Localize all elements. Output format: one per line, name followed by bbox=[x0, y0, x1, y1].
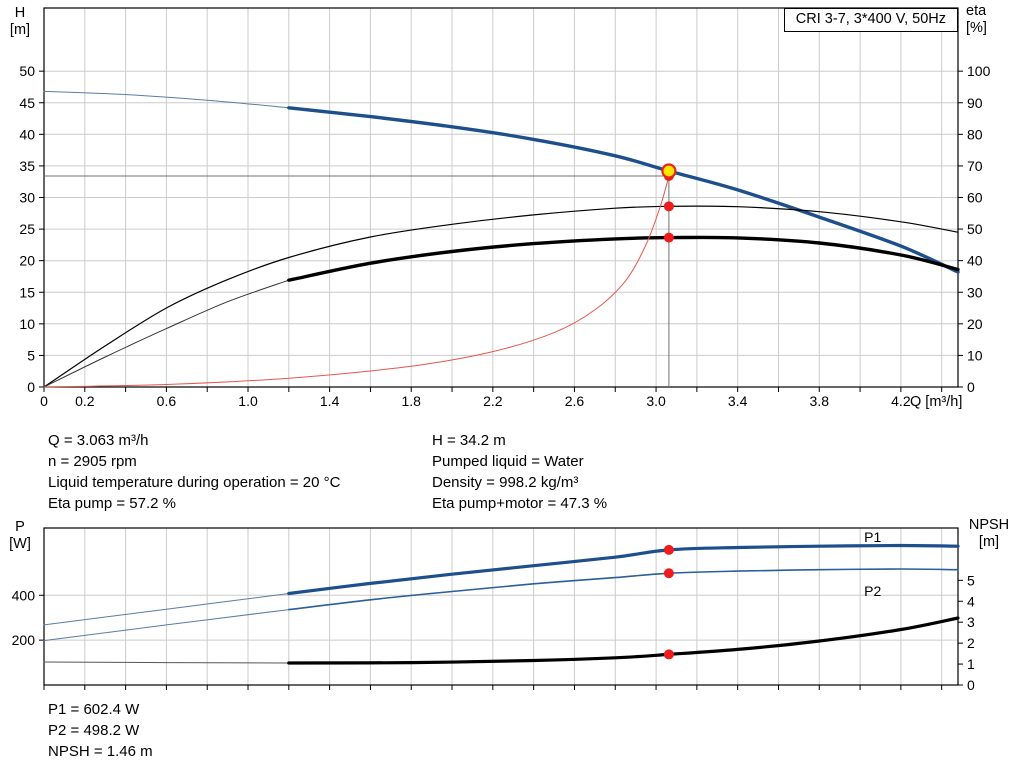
npsh-axis-symbol: NPSH bbox=[968, 517, 1010, 533]
series-label-p2: P2 bbox=[864, 583, 881, 599]
info-line-p1: P1 = 602.4 W bbox=[48, 701, 140, 718]
svg-text:80: 80 bbox=[967, 126, 983, 142]
svg-text:1.8: 1.8 bbox=[401, 393, 421, 409]
series-label-p1: P1 bbox=[864, 529, 881, 545]
svg-text:1.0: 1.0 bbox=[238, 393, 258, 409]
svg-text:15: 15 bbox=[19, 284, 35, 300]
npsh-axis-label: NPSH [m] bbox=[960, 517, 1018, 551]
duty-info-left: Q = 3.063 m³/h n = 2905 rpm Liquid tempe… bbox=[48, 430, 340, 514]
info-line-p2: P2 = 498.2 W bbox=[48, 722, 140, 739]
q-axis-label: Q [m³/h] bbox=[910, 394, 963, 410]
info-line-density: Density = 998.2 kg/m³ bbox=[432, 474, 579, 491]
duty-point-dot bbox=[663, 201, 674, 212]
duty-point-dot bbox=[663, 568, 674, 579]
operating-point-marker[interactable] bbox=[661, 163, 677, 179]
p-axis-unit: [W] bbox=[9, 536, 31, 552]
p1-curve bbox=[287, 543, 960, 596]
svg-text:1: 1 bbox=[967, 656, 975, 672]
duty-point-dot bbox=[663, 232, 674, 243]
svg-text:3.8: 3.8 bbox=[810, 393, 830, 409]
duty-point-dot bbox=[663, 544, 674, 555]
svg-text:40: 40 bbox=[19, 126, 35, 142]
info-line-liquid-temp: Liquid temperature during operation = 20… bbox=[48, 474, 341, 491]
svg-text:4.2: 4.2 bbox=[891, 393, 911, 409]
svg-text:100: 100 bbox=[967, 63, 991, 79]
svg-text:3.0: 3.0 bbox=[646, 393, 666, 409]
info-line-q: Q = 3.063 m³/h bbox=[48, 432, 149, 449]
svg-text:2: 2 bbox=[967, 635, 975, 651]
eta-axis-symbol: eta bbox=[966, 3, 987, 19]
p-axis-label: P [W] bbox=[2, 519, 38, 553]
svg-text:5: 5 bbox=[967, 572, 975, 588]
svg-text:50: 50 bbox=[19, 63, 35, 79]
svg-text:3.4: 3.4 bbox=[728, 393, 748, 409]
power-npsh-chart: 200 400 0 1 2 3 4 5 P1 P2 bbox=[12, 527, 975, 693]
svg-text:60: 60 bbox=[967, 190, 983, 206]
npsh-axis-unit: [m] bbox=[978, 534, 1000, 550]
duty-point-dot bbox=[663, 649, 674, 660]
svg-text:10: 10 bbox=[19, 316, 35, 332]
system-curve bbox=[43, 175, 670, 388]
svg-text:25: 25 bbox=[19, 221, 35, 237]
eta-axis-unit: [%] bbox=[966, 20, 987, 36]
svg-text:70: 70 bbox=[967, 158, 983, 174]
svg-text:0.6: 0.6 bbox=[157, 393, 177, 409]
eta-pump-motor-curve-thin bbox=[43, 279, 290, 388]
info-line-speed: n = 2905 rpm bbox=[48, 453, 137, 470]
svg-text:4: 4 bbox=[967, 593, 975, 609]
pump-model-title: CRI 3-7, 3*400 V, 50Hz bbox=[783, 8, 958, 32]
svg-text:45: 45 bbox=[19, 95, 35, 111]
svg-text:90: 90 bbox=[967, 95, 983, 111]
svg-text:200: 200 bbox=[12, 632, 36, 648]
svg-text:35: 35 bbox=[19, 158, 35, 174]
power-info: P1 = 602.4 W P2 = 498.2 W NPSH = 1.46 m bbox=[48, 699, 153, 762]
info-line-head: H = 34.2 m bbox=[432, 432, 506, 449]
svg-text:3: 3 bbox=[967, 614, 975, 630]
svg-text:2.6: 2.6 bbox=[565, 393, 585, 409]
eta-pump-motor-curve bbox=[287, 235, 960, 282]
p-axis-symbol: P bbox=[15, 519, 25, 535]
info-line-npsh: NPSH = 1.46 m bbox=[48, 743, 153, 760]
npsh-curve-thin bbox=[43, 661, 290, 664]
svg-text:0.2: 0.2 bbox=[75, 393, 95, 409]
svg-text:0: 0 bbox=[967, 379, 975, 395]
svg-text:5: 5 bbox=[27, 347, 35, 363]
p2-curve bbox=[288, 568, 959, 611]
h-axis-label: H [m] bbox=[2, 5, 38, 39]
info-line-eta-pump: Eta pump = 57.2 % bbox=[48, 495, 176, 512]
svg-text:20: 20 bbox=[967, 316, 983, 332]
svg-text:0: 0 bbox=[40, 393, 48, 409]
npsh-curve bbox=[287, 616, 960, 665]
h-axis-unit: [m] bbox=[9, 22, 31, 38]
p2-curve-thin bbox=[43, 609, 290, 642]
svg-text:30: 30 bbox=[19, 190, 35, 206]
eta-pump-curve bbox=[43, 205, 959, 388]
svg-text:10: 10 bbox=[967, 347, 983, 363]
eta-axis-label: eta [%] bbox=[966, 3, 987, 37]
svg-text:0: 0 bbox=[27, 379, 35, 395]
h-axis-symbol: H bbox=[14, 5, 26, 21]
info-line-eta-pump-motor: Eta pump+motor = 47.3 % bbox=[432, 495, 608, 512]
head-curve-thin bbox=[43, 90, 290, 109]
qh-eta-chart: 0 5 10 15 20 25 30 35 40 45 50 0 10 20 30 40 50 60 70 80 90 1… bbox=[19, 7, 991, 409]
p1-curve-thin bbox=[43, 593, 290, 626]
info-line-pumped-liquid: Pumped liquid = Water bbox=[432, 453, 584, 470]
svg-text:50: 50 bbox=[967, 221, 983, 237]
svg-text:30: 30 bbox=[967, 284, 983, 300]
svg-text:40: 40 bbox=[967, 253, 983, 269]
svg-text:1.4: 1.4 bbox=[320, 393, 340, 409]
svg-text:2.2: 2.2 bbox=[483, 393, 503, 409]
svg-text:0: 0 bbox=[967, 677, 975, 693]
svg-text:400: 400 bbox=[12, 587, 36, 603]
svg-text:20: 20 bbox=[19, 253, 35, 269]
duty-info-right: H = 34.2 m Pumped liquid = Water Density… bbox=[432, 430, 607, 514]
head-curve bbox=[287, 106, 960, 274]
